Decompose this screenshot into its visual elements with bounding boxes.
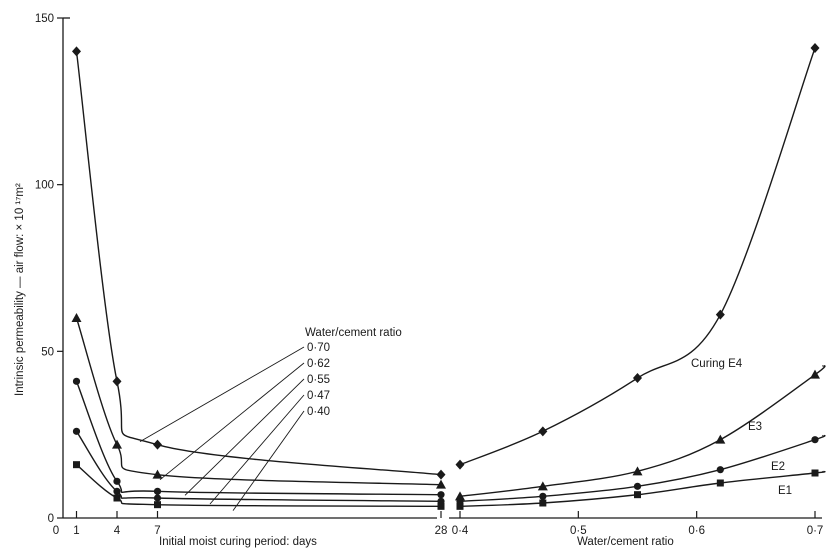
data-point-square xyxy=(437,502,445,510)
data-point-circle xyxy=(113,487,121,495)
x-tick-label-left: 4 xyxy=(114,525,121,537)
series-line-left xyxy=(76,464,442,507)
data-point-circle xyxy=(153,494,162,502)
data-point-circle xyxy=(113,477,121,485)
series-label-right: E1 xyxy=(778,485,792,497)
legend-entry: 0·55 xyxy=(307,374,330,386)
series-line-left xyxy=(75,51,442,476)
y-tick-label: 0 xyxy=(48,513,54,525)
data-point-square xyxy=(456,502,464,510)
curves-group xyxy=(75,47,826,507)
data-point-square xyxy=(634,491,641,499)
series-line-right xyxy=(459,364,826,497)
x-axis-title-left: Initial moist curing period: days xyxy=(159,536,317,548)
legend-leader-line xyxy=(159,362,305,481)
data-point-diamond xyxy=(633,373,642,383)
data-point-circle xyxy=(716,466,724,474)
x-tick-label-left: 7 xyxy=(154,525,160,537)
x-tick-label-right: 0·5 xyxy=(570,525,587,537)
data-point-triangle xyxy=(71,313,82,322)
series-line-left xyxy=(75,317,442,486)
x-tick-label-left: 28 xyxy=(435,525,448,537)
data-point-diamond xyxy=(810,43,820,53)
data-point-diamond xyxy=(436,469,446,480)
data-point-diamond xyxy=(112,376,122,387)
data-point-diamond xyxy=(72,46,81,57)
legend-leader-line xyxy=(232,410,305,511)
series-line-right xyxy=(459,470,826,507)
data-point-circle xyxy=(72,427,81,435)
series-line-left xyxy=(75,430,442,502)
data-point-square xyxy=(113,494,121,502)
legend-entry: 0·62 xyxy=(307,358,330,370)
legend-leader-line xyxy=(139,346,305,443)
ticks-group: 0 50 100 150 0 1 4 7 28 0·4 0·5 0·6 0·7 xyxy=(35,13,824,537)
data-point-square xyxy=(73,461,80,469)
y-tick-label: 150 xyxy=(35,13,54,25)
legend-leader-line xyxy=(184,378,305,496)
legend-title: Water/cement ratio xyxy=(305,327,402,339)
x-axis-title-right: Water/cement ratio xyxy=(577,536,674,548)
leaders-group xyxy=(139,346,305,511)
data-point-circle xyxy=(153,487,162,495)
x-tick-label-right: 0·6 xyxy=(688,525,705,537)
data-point-diamond xyxy=(455,459,465,470)
legend-entry: 0·70 xyxy=(307,342,330,354)
data-point-triangle xyxy=(632,466,643,476)
data-point-diamond xyxy=(715,309,725,320)
data-point-triangle xyxy=(810,369,820,379)
data-point-triangle xyxy=(436,479,446,489)
x-tick-label-right: 0·4 xyxy=(452,525,469,537)
data-point-circle xyxy=(72,377,81,385)
data-point-square xyxy=(539,499,547,507)
data-point-triangle xyxy=(537,481,548,491)
data-point-square xyxy=(154,501,161,509)
data-point-circle xyxy=(437,491,445,499)
data-point-diamond xyxy=(153,439,162,450)
series-label-right: E2 xyxy=(771,461,785,473)
x-tick-label-left: 0 xyxy=(53,525,59,537)
series-label-right: Curing E4 xyxy=(691,358,743,370)
legend-entry: 0·40 xyxy=(307,406,330,418)
data-point-triangle xyxy=(455,491,465,501)
markers-group: Curing E4 E3 E2 E1 0·70 0·62 0·55 0·47 0·40 xyxy=(71,43,820,510)
x-tick-label-left: 1 xyxy=(73,525,79,537)
series-label-right: E3 xyxy=(748,421,762,433)
data-point-square xyxy=(716,479,724,487)
axes-group xyxy=(62,17,822,519)
legend-leader-line xyxy=(209,394,305,505)
data-point-triangle xyxy=(112,439,122,449)
series-line-right xyxy=(459,47,816,466)
legend-entry: 0·47 xyxy=(307,390,330,402)
y-tick-label: 100 xyxy=(35,180,54,192)
y-tick-label: 50 xyxy=(41,346,54,358)
data-point-circle xyxy=(539,492,547,500)
data-point-circle xyxy=(633,482,642,490)
series-line-left xyxy=(75,381,442,496)
y-axis-title: Intrinsic permeability — air flow: × 10 … xyxy=(14,183,26,396)
data-point-diamond xyxy=(538,426,548,437)
x-tick-label-right: 0·7 xyxy=(807,525,824,537)
data-point-circle xyxy=(811,436,819,444)
data-point-square xyxy=(811,469,819,477)
data-point-triangle xyxy=(715,434,726,444)
data-point-triangle xyxy=(152,469,163,479)
